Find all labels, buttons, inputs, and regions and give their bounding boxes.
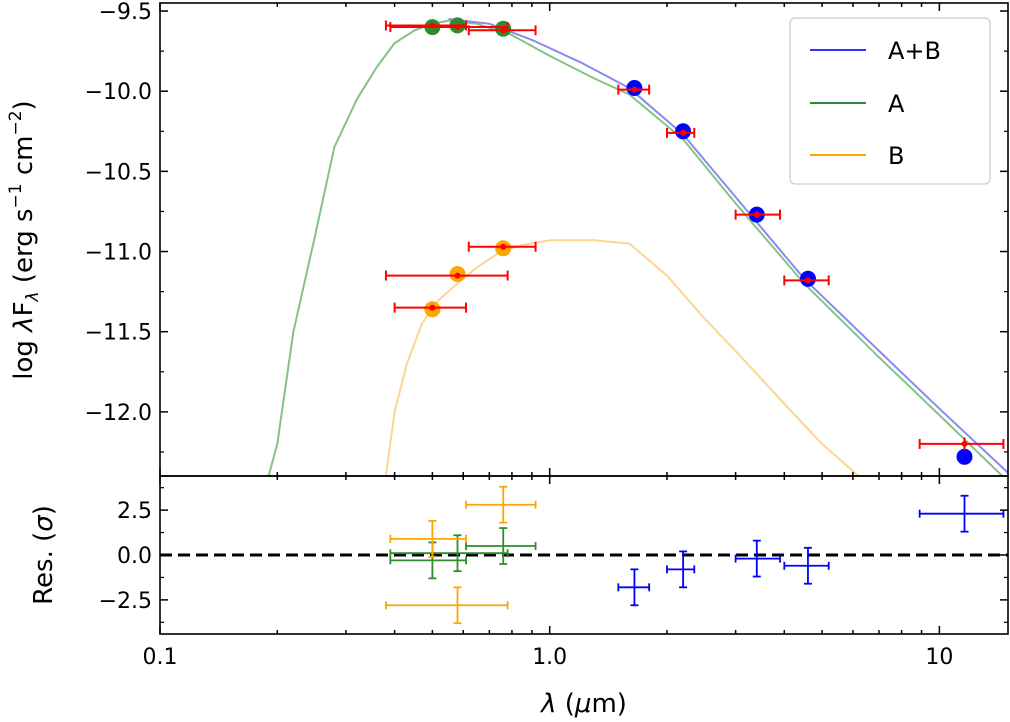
residual-errorbar [389, 534, 509, 573]
observed-flux-point [454, 272, 461, 279]
y-tick-label: −11.5 [85, 321, 152, 346]
observed-flux-point [680, 129, 687, 136]
observed-flux-errorbar [467, 25, 537, 36]
sed-y-axis-title: log λFλ (erg s−1 cm−2) [6, 100, 43, 379]
y-tick-label: −10.5 [85, 160, 152, 185]
observed-flux-point [961, 440, 968, 447]
legend-label-b: B [888, 142, 904, 170]
x-tick-label: 0.1 [143, 645, 178, 670]
y-tick-label: −2.5 [99, 589, 152, 614]
x-axis-title: λ (μm) [539, 689, 627, 719]
observed-flux-errorbar [665, 127, 696, 138]
observed-flux-point [753, 211, 760, 218]
residual-errorbar [734, 539, 781, 578]
y-tick-label: −11.0 [85, 241, 152, 266]
residual-panel: 2.5 0.0 −2.5 0.1 1.0 10 [99, 475, 1009, 670]
y-tick-label: −12.0 [85, 401, 152, 426]
residual-errorbar [385, 586, 509, 625]
sed-panel: −9.5 −10.0 −10.5 −11.0 −11.5 −12.0 [85, 0, 1009, 477]
observed-flux-point [500, 243, 507, 250]
legend-label-a: A [888, 90, 905, 118]
observed-flux-errorbar [734, 209, 782, 220]
observed-flux-point [500, 27, 507, 34]
y-tick-label: 2.5 [117, 499, 152, 524]
observed-flux-point [429, 304, 436, 311]
observed-flux-errorbar [389, 22, 509, 33]
legend: A+B A B [789, 17, 991, 185]
observed-flux-point [631, 86, 638, 93]
legend-label-ab: A+B [888, 37, 941, 65]
y-tick-label: −9.5 [99, 0, 152, 25]
residual-errorbar [918, 494, 1005, 533]
residual-errorbar [783, 546, 830, 585]
x-tick-label: 1.0 [532, 645, 567, 670]
observed-flux-errorbar [467, 241, 537, 252]
observed-flux-point [804, 277, 811, 284]
y-tick-label: −10.0 [85, 80, 152, 105]
observed-flux-errorbar [384, 270, 509, 281]
residual-errorbar [389, 519, 467, 558]
residual-errorbar [389, 541, 467, 580]
residual-errorbar [617, 568, 651, 607]
residual-errorbar [666, 550, 696, 589]
observed-flux-errorbar [617, 84, 651, 95]
residual-errorbar [465, 485, 537, 524]
synthetic-photometry-point [956, 448, 973, 465]
y-tick-label: 0.0 [117, 544, 152, 569]
observed-flux-errorbar [783, 275, 830, 286]
observed-flux-errorbar [393, 302, 468, 313]
residual-errorbar [465, 527, 537, 565]
legend-box [789, 17, 991, 185]
residual-y-axis-title: Res. (σ) [29, 505, 59, 605]
x-tick-label: 10 [925, 645, 953, 670]
observed-flux-point [454, 24, 461, 31]
observed-flux-errorbar [918, 437, 1005, 451]
